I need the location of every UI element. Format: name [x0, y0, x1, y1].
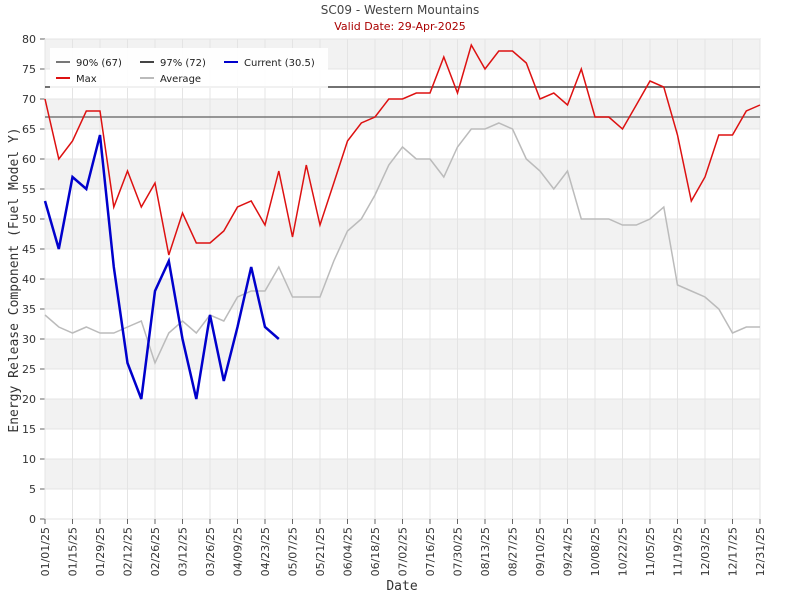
legend-box: [50, 48, 328, 88]
x-tick-label: 11/05/25: [644, 527, 657, 576]
x-tick-label: 01/29/25: [94, 527, 107, 576]
y-tick-label: 65: [22, 123, 36, 136]
legend: 90% (67) 97% (72) Max Average Current (30.5): [50, 48, 328, 88]
y-tick-label: 70: [22, 93, 36, 106]
x-tick-label: 12/17/25: [727, 527, 740, 576]
y-tick-label: 35: [22, 303, 36, 316]
x-tick-label: 07/02/25: [397, 527, 410, 576]
y-tick-label: 50: [22, 213, 36, 226]
x-tick-label: 05/07/25: [287, 527, 300, 576]
x-tick-label: 01/15/25: [67, 527, 80, 576]
x-tick-label: 12/03/25: [699, 527, 712, 576]
x-tick-label: 08/27/25: [507, 527, 520, 576]
x-tick-label: 04/09/25: [232, 527, 245, 576]
x-tick-label: 02/26/25: [149, 527, 162, 576]
x-tick-label: 11/19/25: [672, 527, 685, 576]
y-tick-label: 5: [29, 483, 36, 496]
x-tick-label: 07/30/25: [452, 527, 465, 576]
y-tick-label: 15: [22, 423, 36, 436]
x-tick-label: 02/12/25: [122, 527, 135, 576]
y-tick-label: 25: [22, 363, 36, 376]
series-line: [44, 122, 760, 366]
x-tick-label: 04/23/25: [259, 527, 272, 576]
x-tick-label: 09/10/25: [534, 527, 547, 576]
y-tick-label: 30: [22, 333, 36, 346]
chart-subtitle: Valid Date: 29-Apr-2025: [334, 20, 466, 33]
x-tick-label: 06/18/25: [369, 527, 382, 576]
y-tick-label: 40: [22, 273, 36, 286]
y-tick-label: 55: [22, 183, 36, 196]
x-tick-label: 06/04/25: [342, 527, 355, 576]
x-axis-label: Date: [386, 579, 417, 594]
x-tick-label: 09/24/25: [562, 527, 575, 576]
y-tick-label: 10: [22, 453, 36, 466]
x-tick-label: 10/22/25: [617, 527, 630, 576]
legend-label: Current (30.5): [244, 58, 315, 69]
legend-label: Average: [160, 74, 201, 85]
x-tick-label: 07/16/25: [424, 527, 437, 576]
legend-label: 97% (72): [160, 58, 206, 69]
y-tick-label: 60: [22, 153, 36, 166]
y-axis-label: Energy Release Component (Fuel Model Y): [7, 127, 22, 432]
series-line: [43, 134, 280, 400]
y-tick-label: 75: [22, 63, 36, 76]
series-line: [44, 43, 761, 256]
y-tick-label: 0: [29, 513, 36, 526]
y-tick-label: 20: [22, 393, 36, 406]
x-tick-label: 05/21/25: [314, 527, 327, 576]
x-tick-label: 08/13/25: [479, 527, 492, 576]
legend-label: Max: [76, 74, 97, 85]
y-tick-label: 80: [22, 33, 36, 46]
chart-title: SC09 - Western Mountains: [321, 3, 479, 17]
x-tick-label: 10/08/25: [589, 527, 602, 576]
x-tick-label: 12/31/25: [754, 527, 767, 576]
x-tick-label: 03/26/25: [204, 527, 217, 576]
x-tick-label: 03/12/25: [177, 527, 190, 576]
y-tick-label: 45: [22, 243, 36, 256]
x-tick-label: 01/01/25: [39, 527, 52, 576]
legend-label: 90% (67): [76, 58, 122, 69]
